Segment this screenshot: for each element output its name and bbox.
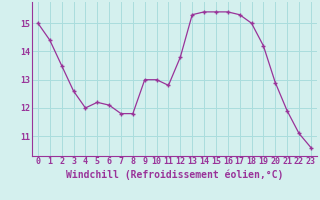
X-axis label: Windchill (Refroidissement éolien,°C): Windchill (Refroidissement éolien,°C)	[66, 169, 283, 180]
